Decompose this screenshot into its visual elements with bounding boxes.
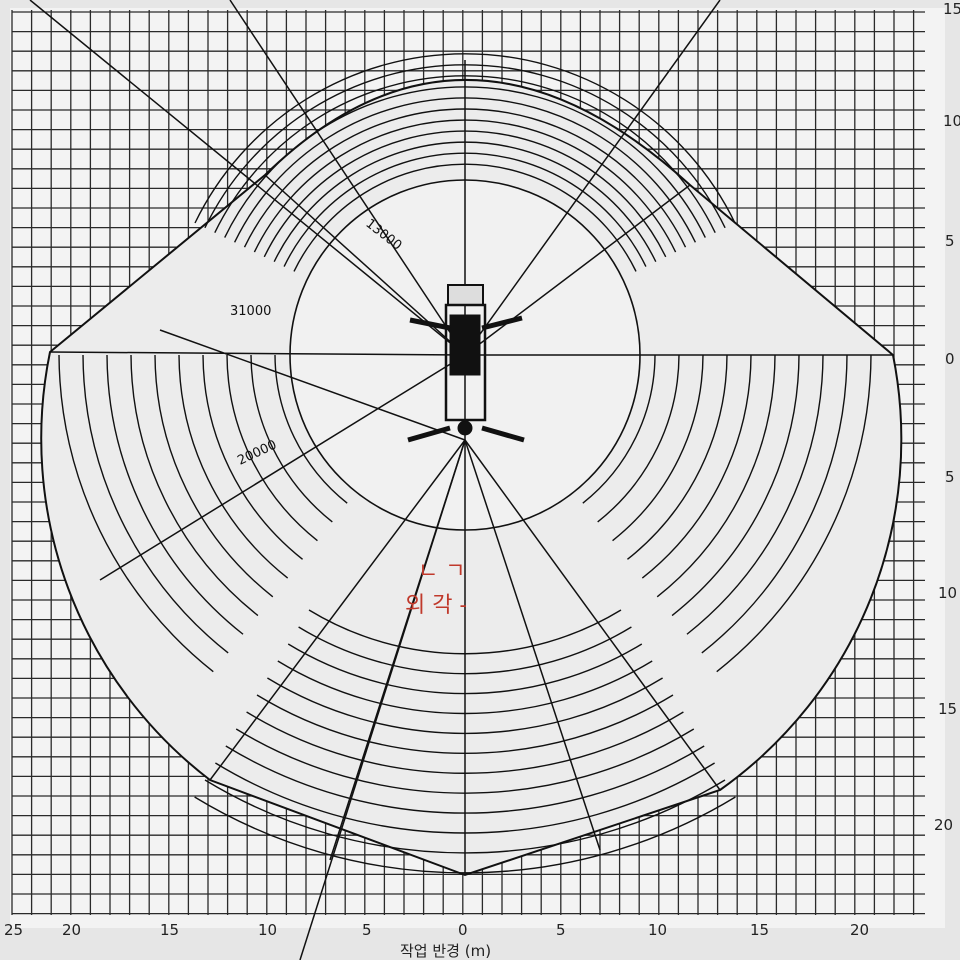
radial-line <box>159 329 466 441</box>
radial-line <box>209 439 466 781</box>
left-arc <box>154 354 274 598</box>
x-axis-corner-label: 25 <box>4 921 23 939</box>
radial-line <box>329 439 466 861</box>
radial-line <box>464 0 721 356</box>
right-arc <box>627 354 728 560</box>
radial-line <box>99 354 466 581</box>
x-tick: 15 <box>160 921 179 939</box>
left-arc <box>58 354 214 673</box>
radial-line <box>464 439 601 851</box>
y-tick: 5 <box>945 232 955 250</box>
radial-line <box>464 184 691 356</box>
y-tick: 15 <box>938 700 957 718</box>
y-tick: 5 <box>945 468 955 486</box>
right-arc <box>582 354 656 504</box>
y-tick: 15 <box>943 0 960 18</box>
left-arc <box>250 354 333 523</box>
radial-line <box>464 439 721 791</box>
crane-body <box>407 284 525 443</box>
radial-line <box>229 0 466 356</box>
left-arc <box>226 354 318 542</box>
x-tick: 0 <box>458 921 468 939</box>
x-axis-title: 작업 반경 (m) <box>400 942 491 960</box>
x-tick: 10 <box>258 921 277 939</box>
x-tick: 20 <box>62 921 81 939</box>
left-arc <box>106 354 244 635</box>
radial-line <box>29 0 466 356</box>
left-arc <box>178 354 289 579</box>
right-arc <box>656 354 776 598</box>
radius-label-31000: 31000 <box>230 304 271 319</box>
right-arc <box>671 354 800 617</box>
handwritten-note-line1: ㄴ ㄱ <box>418 559 465 584</box>
right-arc <box>612 354 704 542</box>
left-arc <box>274 354 348 504</box>
radial-lines <box>29 0 893 960</box>
y-tick: 0 <box>945 350 955 368</box>
x-tick: 20 <box>850 921 869 939</box>
left-arc <box>82 354 229 654</box>
y-tick: 20 <box>934 816 953 834</box>
right-arc <box>716 354 872 673</box>
upper-arc <box>194 53 736 224</box>
right-arc <box>701 354 848 654</box>
x-axis-ticks: 20 15 10 5 0 5 10 15 20 <box>62 921 869 939</box>
radial-line <box>49 351 466 356</box>
y-tick: 10 <box>943 112 960 130</box>
right-arc <box>686 354 824 635</box>
x-tick: 15 <box>750 921 769 939</box>
handwritten-note-line2: 외 각 - <box>405 593 467 618</box>
left-arc <box>202 354 303 560</box>
x-tick: 10 <box>648 921 667 939</box>
y-tick: 10 <box>938 584 957 602</box>
right-arc <box>641 354 752 579</box>
y-axis-ticks: 15 10 5 0 5 10 15 20 <box>934 0 960 834</box>
x-tick: 5 <box>362 921 372 939</box>
right-arc <box>597 354 680 523</box>
x-tick: 5 <box>556 921 566 939</box>
left-arc <box>130 354 259 617</box>
